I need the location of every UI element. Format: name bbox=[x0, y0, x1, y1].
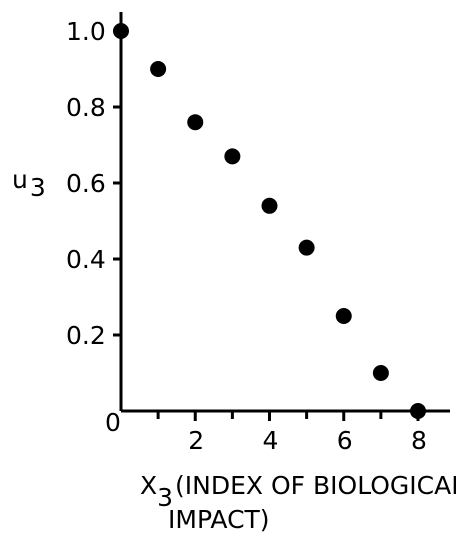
x-tick-label: 6 bbox=[337, 426, 353, 455]
data-point bbox=[298, 239, 315, 256]
y-axis-label: u3 bbox=[12, 165, 46, 202]
y-tick-label: 0.6 bbox=[66, 169, 106, 198]
y-tick-label: 0.8 bbox=[66, 93, 106, 122]
y-tick-label: 1.0 bbox=[66, 17, 106, 46]
data-point bbox=[410, 403, 426, 419]
data-point bbox=[150, 61, 167, 77]
data-point bbox=[261, 197, 278, 214]
x-axis-label: X3(INDEX OF BIOLOGICAL bbox=[140, 471, 456, 512]
y-axis-label-sub: 3 bbox=[30, 173, 46, 202]
x-axis-label-text-line1: (INDEX OF BIOLOGICAL bbox=[175, 471, 456, 500]
y-tick-label: 0.4 bbox=[66, 245, 106, 274]
x-tick-label: 4 bbox=[263, 426, 279, 455]
data-point bbox=[224, 148, 241, 165]
x-tick-label: 8 bbox=[411, 426, 427, 455]
data-point bbox=[113, 23, 129, 39]
ticks bbox=[113, 29, 420, 421]
data-point bbox=[372, 365, 389, 381]
x-tick-label: 0 bbox=[105, 408, 121, 437]
y-tick-label: 0.2 bbox=[66, 321, 106, 350]
x-axis-label-sub: 3 bbox=[157, 483, 173, 512]
x-tick-label: 2 bbox=[188, 426, 204, 455]
data-point bbox=[187, 114, 204, 131]
data-points bbox=[113, 23, 426, 419]
x-axis-label-main: X bbox=[140, 471, 157, 500]
tick-labels: 0 2 4 6 8 0.2 0.4 0.6 0.8 1.0 bbox=[66, 17, 427, 455]
x-axis-label-line2: IMPACT) bbox=[168, 505, 270, 534]
y-axis-label-main: u bbox=[12, 165, 28, 194]
data-point bbox=[335, 308, 352, 324]
axes bbox=[119, 12, 450, 413]
